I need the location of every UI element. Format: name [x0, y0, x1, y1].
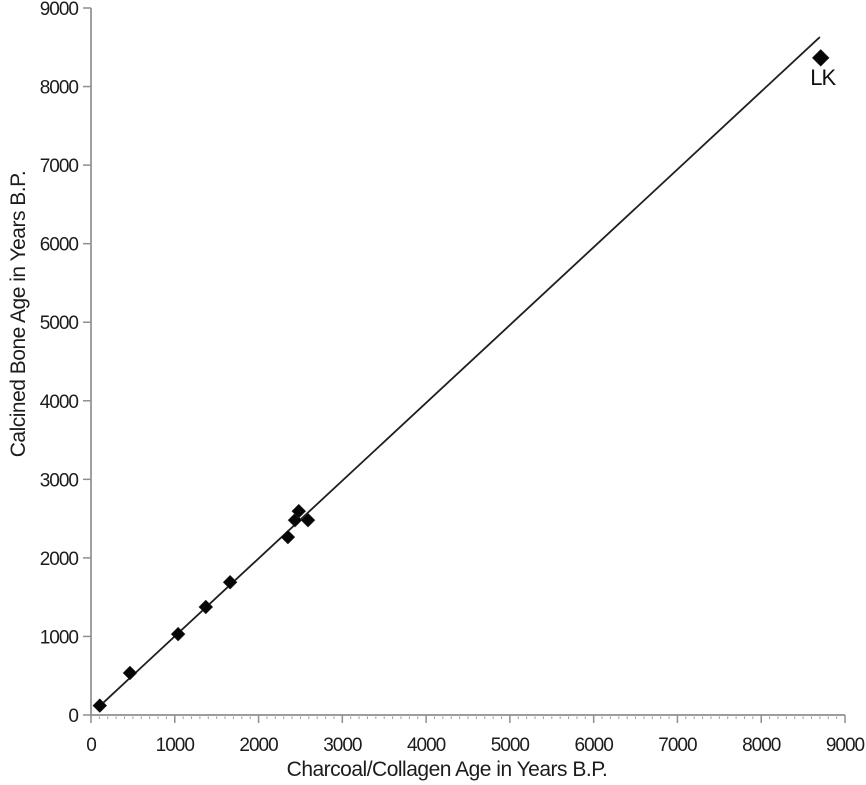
y-axis-tick-label: 0: [68, 706, 78, 727]
y-axis-tick-label: 8000: [40, 78, 79, 99]
data-point-marker: [122, 665, 138, 681]
y-axis-tick-label: 9000: [40, 0, 79, 20]
y-axis-title: Calcined Bone Age in Years B.P.: [7, 171, 30, 458]
y-axis-tick-label: 2000: [40, 549, 79, 570]
data-point-marker: [92, 698, 108, 713]
x-axis-tick-label: 0: [86, 735, 96, 756]
x-axis-tick-label: 3000: [323, 735, 362, 756]
y-axis-tick-label: 5000: [40, 313, 79, 334]
data-point-marker: [280, 529, 296, 545]
y-axis-tick-label: 4000: [40, 392, 79, 413]
trend-line-group: [100, 36, 821, 706]
x-axis-tick-label: 6000: [575, 735, 614, 756]
data-points: LK: [92, 49, 837, 713]
data-point-label: LK: [810, 65, 836, 90]
y-axis-tick-label: 7000: [40, 156, 79, 177]
data-point-marker: [170, 626, 186, 642]
y-axis-tick-label: 1000: [40, 627, 79, 648]
y-axis-tick-label: 3000: [40, 470, 79, 491]
data-point-marker: [198, 599, 214, 615]
x-axis-tick-label: 8000: [742, 735, 781, 756]
x-axis-tick-label: 9000: [826, 735, 865, 756]
x-axis: 0 1000 2000 3000 4000 5000 6000 7000 8000 9000: [86, 714, 866, 756]
x-axis-tick-label: 4000: [407, 735, 446, 756]
x-axis-title: Charcoal/Collagen Age in Years B.P.: [287, 758, 608, 781]
data-point-marker: [300, 512, 316, 528]
x-axis-tick-label: 1000: [156, 735, 195, 756]
x-axis-tick-label: 5000: [491, 735, 530, 756]
data-point-marker: [291, 503, 307, 519]
data-point-marker: [222, 574, 238, 590]
x-axis-tick-label: 2000: [239, 735, 278, 756]
x-axis-tick-label: 7000: [658, 735, 697, 756]
trend-line: [100, 36, 821, 706]
y-axis: 0 1000 2000 3000 4000 5000 6000 7000 8000 9000: [40, 0, 92, 727]
data-point-marker: [287, 512, 303, 528]
y-axis-tick-label: 6000: [40, 235, 79, 256]
data-point-marker: [811, 49, 830, 67]
